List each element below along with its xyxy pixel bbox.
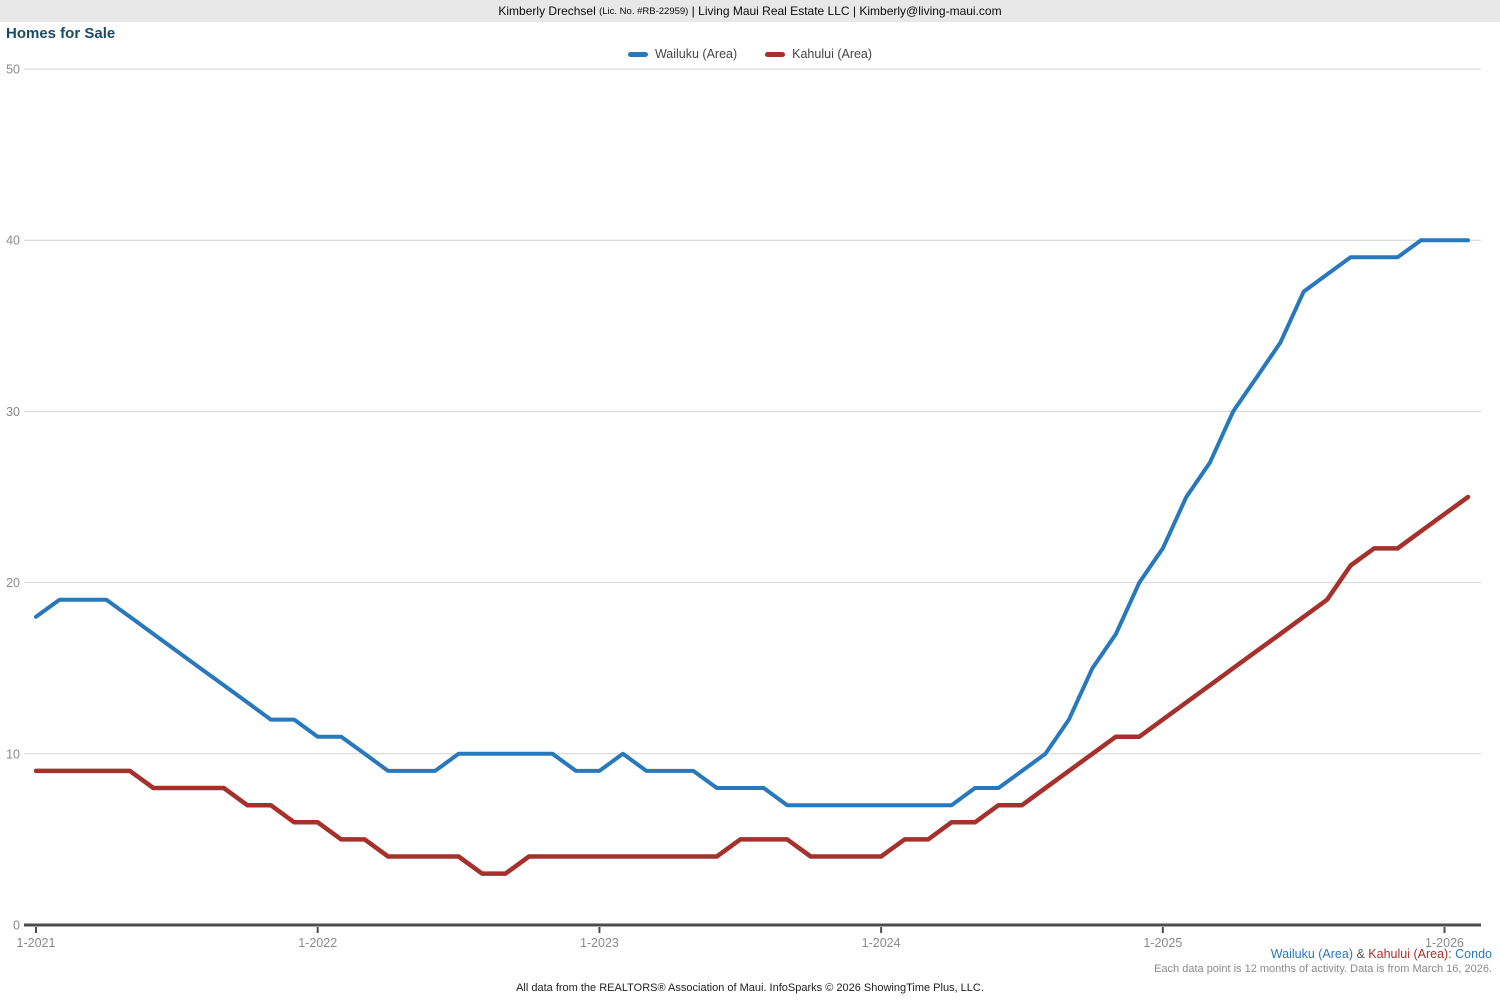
y-axis-label-10: 10 [6, 747, 20, 761]
legend-label-kahului: Kahului (Area) [792, 47, 873, 61]
chart-legend: Wailuku (Area) Kahului (Area) [0, 47, 1500, 61]
footnote-data-range: Each data point is 12 months of activity… [1154, 963, 1492, 975]
series-line-kahului-area [33, 494, 1471, 876]
chart-svg: 0 10 20 30 40 50 1-2021 1-2022 1-2023 1-2024 1-202… [6, 63, 1481, 950]
x-axis-label-1-2026: 1-2026 [1425, 936, 1464, 950]
footnote-series-part: & [1353, 947, 1369, 961]
y-axis-label-0: 0 [13, 919, 20, 933]
header-bar: Kimberly Drechsel (Lic. No. #RB-22959) |… [0, 0, 1500, 22]
x-axis-label-1-2023: 1-2023 [580, 936, 619, 950]
y-axis-label-40: 40 [6, 234, 20, 248]
x-axis-label-1-2021: 1-2021 [17, 936, 56, 950]
footer-attribution: All data from the REALTORS® Association … [516, 982, 984, 994]
header-company: Living Maui Real Estate LLC [698, 4, 850, 18]
x-axis-label-1-2025: 1-2025 [1143, 936, 1182, 950]
footnote-series-part: Condo [1455, 947, 1492, 961]
header-license: (Lic. No. #RB-22959) [599, 5, 689, 17]
x-axis-label-1-2022: 1-2022 [298, 936, 337, 950]
kahului-line-swatch [765, 51, 786, 57]
footnote-series-part: Wailuku (Area) [1270, 947, 1353, 961]
y-axis-label-50: 50 [6, 63, 20, 77]
x-axis-label-1-2024: 1-2024 [862, 936, 901, 950]
legend-label-wailuku: Wailuku (Area) [654, 47, 738, 61]
legend-item-kahului: Kahului (Area) [765, 47, 872, 61]
page-title: Homes for Sale [6, 25, 116, 42]
footnote-series-part: Kahului (Area) [1368, 947, 1449, 961]
footnote-series-part: : [1448, 947, 1456, 961]
footnote-series: Wailuku (Area) & Kahului (Area): Condo [1271, 947, 1492, 961]
header-separator: | [691, 4, 695, 18]
header-separator: | [852, 4, 857, 18]
legend-item-wailuku: Wailuku (Area) [627, 47, 738, 61]
series-line-wailuku-area [34, 238, 1470, 808]
y-axis-label-30: 30 [6, 405, 20, 419]
y-axis-label-20: 20 [6, 576, 20, 590]
header-agent-name: Kimberly Drechsel [498, 4, 596, 18]
header-email: Kimberly@living-maui.com [859, 4, 1002, 18]
wailuku-line-swatch [627, 51, 648, 57]
